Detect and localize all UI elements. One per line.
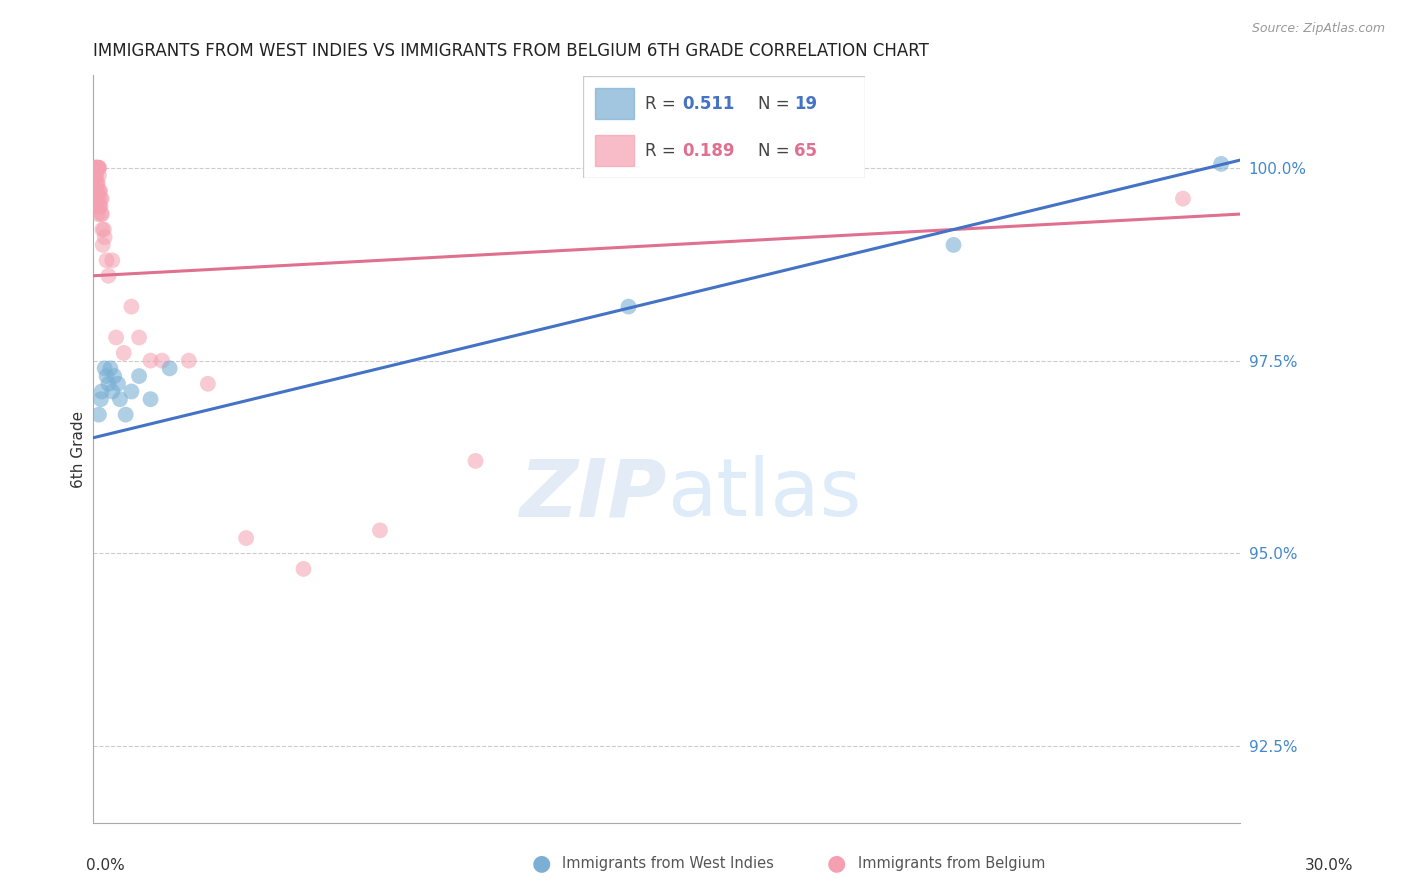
Text: 30.0%: 30.0% [1305,858,1353,872]
Point [114,408,136,422]
Point [120,384,142,399]
Point [97,268,120,283]
Point [90,384,112,399]
Point [87,408,110,422]
Point [87,207,110,221]
Point [177,353,200,368]
Point [86,161,108,175]
Point [91,222,114,236]
Point [84,161,107,175]
Text: N =: N = [758,95,794,112]
Point [100,361,122,376]
Point [96,253,118,268]
Point [464,454,486,468]
Text: 19: 19 [794,95,817,112]
Point [87,161,110,175]
Y-axis label: 6th Grade: 6th Grade [72,411,86,488]
Point [89,161,111,175]
Point [84,169,107,183]
Point [120,300,142,314]
Point [150,353,173,368]
Point [101,253,124,268]
Point [84,169,107,183]
Point [97,376,120,391]
Text: Immigrants from Belgium: Immigrants from Belgium [858,856,1045,871]
Point [93,361,115,376]
FancyBboxPatch shape [583,76,865,178]
Point [87,192,110,206]
Point [1211,157,1233,171]
Point [89,199,111,213]
Point [87,199,110,213]
Point [89,199,111,213]
Point [101,384,124,399]
Point [84,161,107,175]
Point [90,207,112,221]
Point [93,222,115,236]
Point [617,300,640,314]
Point [90,192,112,206]
Point [128,369,150,384]
Text: Immigrants from West Indies: Immigrants from West Indies [562,856,775,871]
Point [108,392,131,407]
Point [139,353,162,368]
Point [368,524,391,538]
Point [84,176,107,190]
Text: 65: 65 [794,142,817,160]
Point [84,192,107,206]
Point [86,161,108,175]
Text: IMMIGRANTS FROM WEST INDIES VS IMMIGRANTS FROM BELGIUM 6TH GRADE CORRELATION CHA: IMMIGRANTS FROM WEST INDIES VS IMMIGRANT… [93,42,929,60]
Text: ZIP: ZIP [519,455,666,533]
Text: N =: N = [758,142,794,160]
Point [87,161,110,175]
Text: 0.189: 0.189 [682,142,734,160]
FancyBboxPatch shape [595,136,634,166]
Point [89,184,111,198]
Text: ●: ● [531,854,551,873]
Text: R =: R = [645,95,682,112]
Point [86,176,108,190]
Point [197,376,219,391]
Point [235,531,257,545]
Point [139,392,162,407]
Point [86,184,108,198]
Point [84,161,107,175]
Point [87,169,110,183]
Point [89,184,111,198]
FancyBboxPatch shape [595,88,634,119]
Point [128,330,150,344]
Point [96,369,118,384]
Point [292,562,315,576]
Point [86,161,108,175]
Point [83,161,105,175]
Point [107,376,129,391]
Point [86,199,108,213]
Point [90,392,112,407]
Point [83,169,105,183]
Point [112,346,135,360]
Text: 0.0%: 0.0% [86,858,125,872]
Point [105,330,128,344]
Point [91,238,114,252]
Point [942,238,965,252]
Point [91,207,114,221]
Text: ●: ● [827,854,846,873]
Point [86,192,108,206]
Point [90,192,112,206]
Point [159,361,181,376]
Point [1171,192,1194,206]
Point [87,161,110,175]
Text: 0.511: 0.511 [682,95,734,112]
Text: atlas: atlas [666,455,860,533]
Point [87,184,110,198]
Text: Source: ZipAtlas.com: Source: ZipAtlas.com [1251,22,1385,36]
Text: R =: R = [645,142,682,160]
Point [103,369,125,384]
Point [93,230,115,244]
Point [87,176,110,190]
Point [84,161,107,175]
